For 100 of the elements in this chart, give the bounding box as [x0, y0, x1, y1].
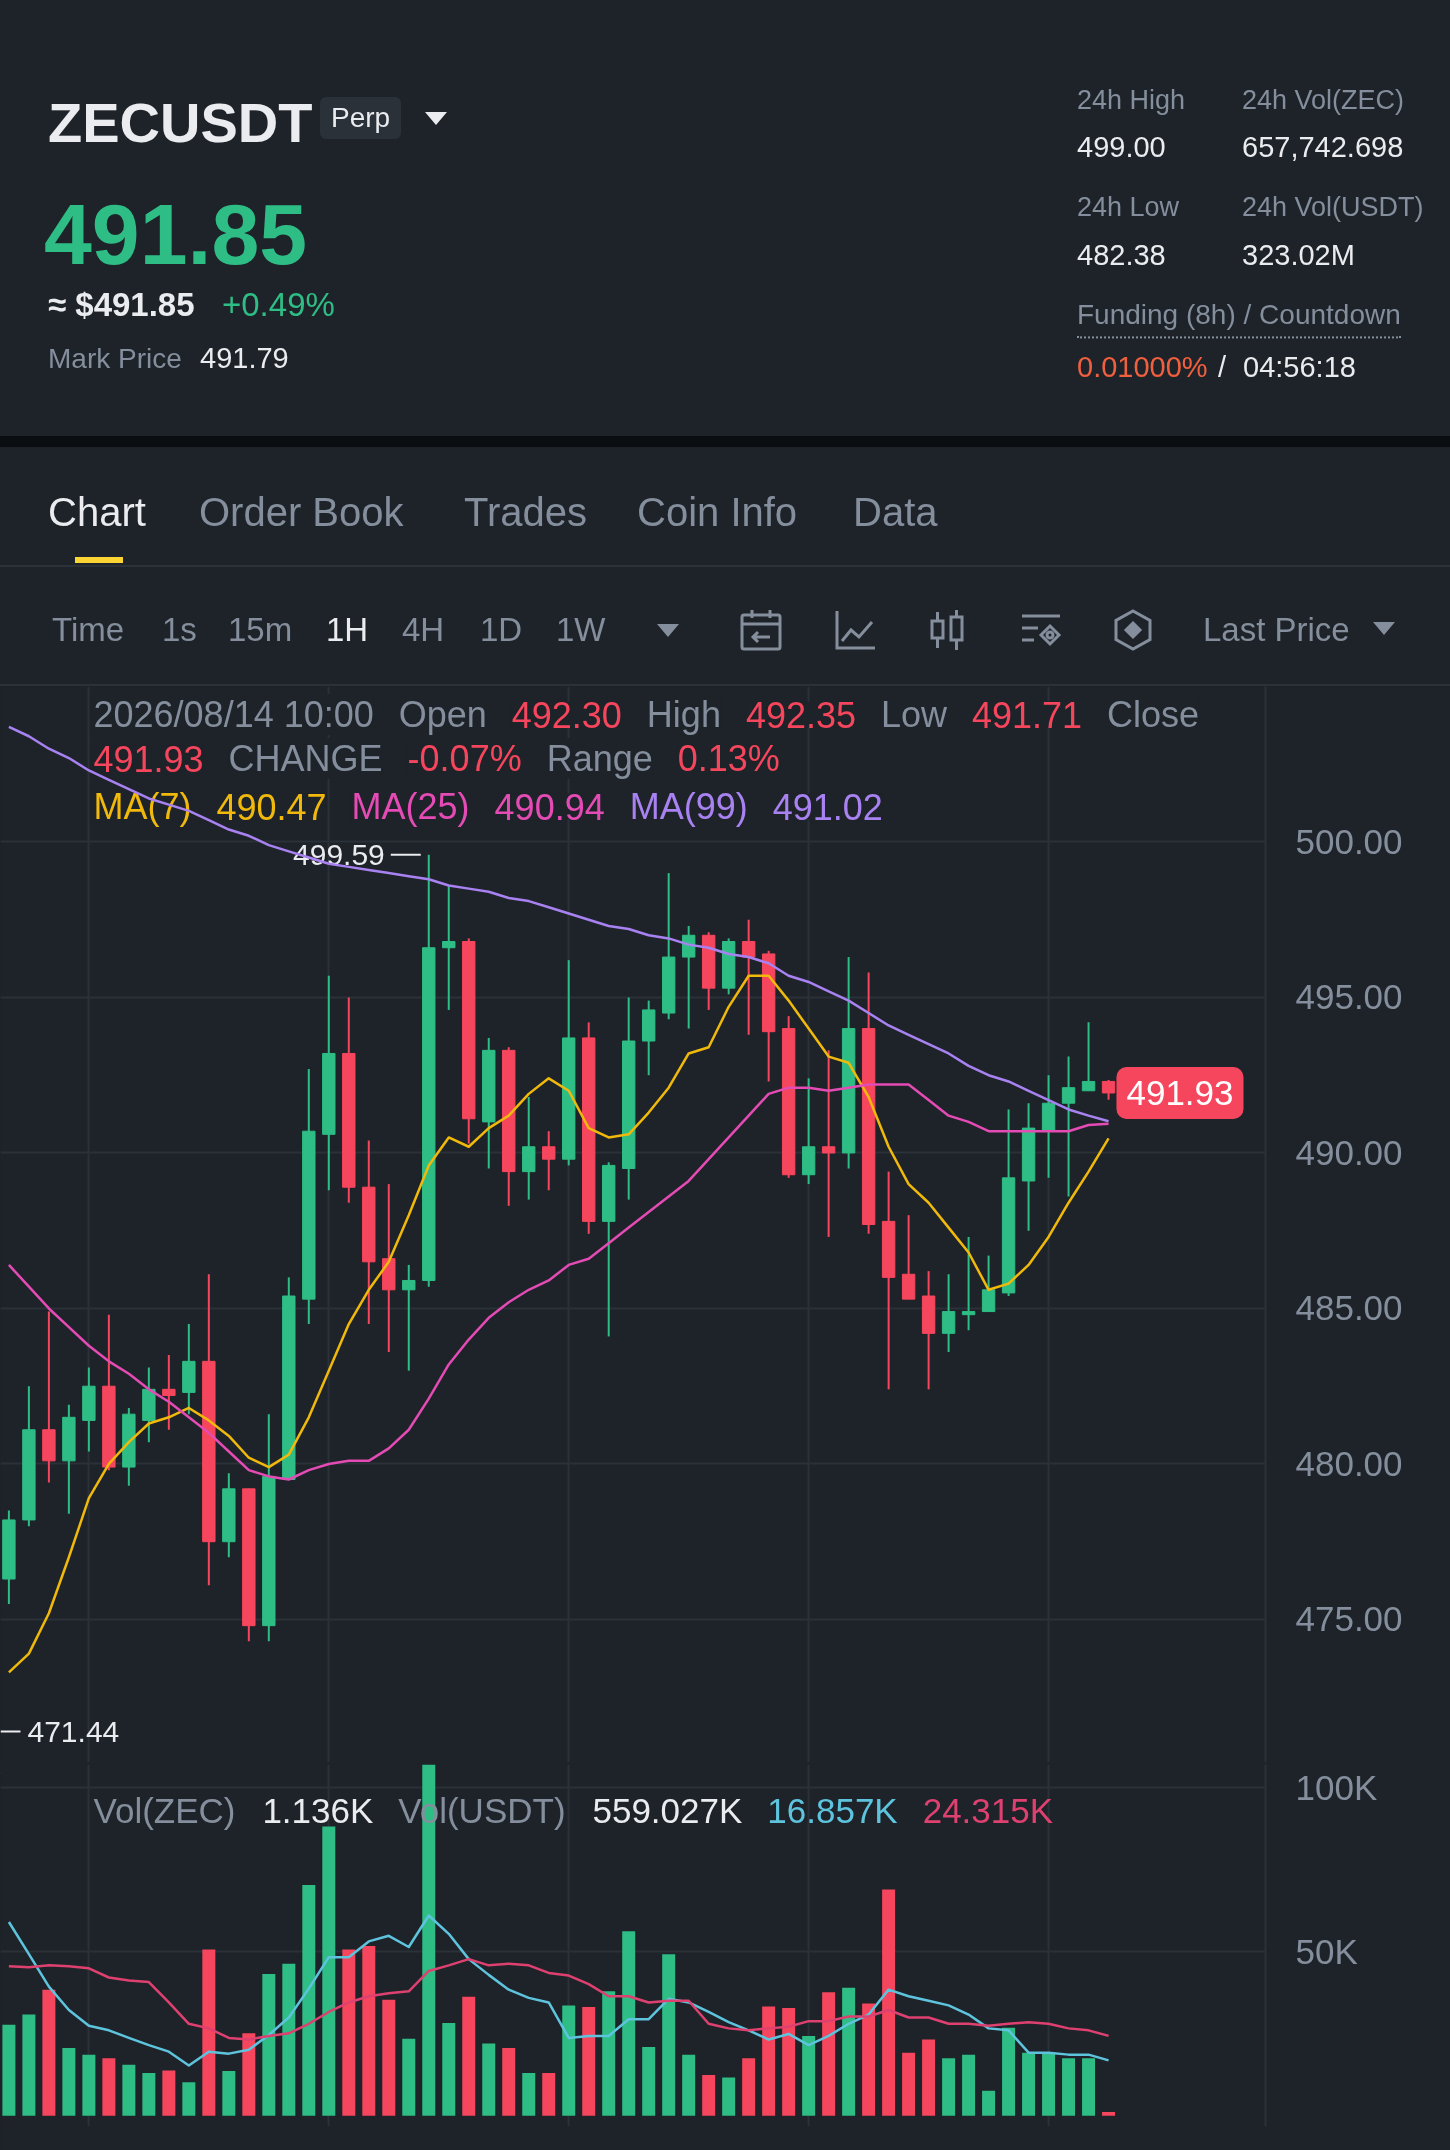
annotation: Open 492.30	[398, 694, 622, 736]
text: 0.01000%	[1077, 351, 1208, 385]
series-label: Vol(ZEC) 1.136K	[93, 1791, 374, 1830]
y-tick-label: 475.00	[1295, 1599, 1403, 1639]
text: 24h Vol(ZEC)	[1242, 85, 1405, 117]
text: MA(7) 490.47	[93, 786, 327, 828]
y-tick-label: 495.00	[1295, 977, 1403, 1017]
bar	[1062, 2058, 1076, 2116]
y-tick-label: 485.00	[1295, 1288, 1403, 1328]
bar	[902, 2052, 916, 2116]
bar	[822, 1992, 836, 2116]
bar	[742, 2058, 756, 2116]
bar	[762, 2006, 776, 2116]
text: 1D	[480, 611, 523, 649]
candlestick	[542, 1130, 556, 1192]
bar	[222, 2071, 236, 2116]
annotation: 491.93	[93, 738, 204, 780]
y-tick-label: 480.00	[1295, 1443, 1403, 1483]
text: 24h Low	[1077, 192, 1180, 224]
bar	[562, 2005, 576, 2116]
line-series	[7, 974, 1110, 1674]
text: Trades	[464, 489, 588, 535]
bar	[382, 1999, 396, 2116]
bar	[882, 1889, 896, 2116]
bar	[1022, 2052, 1036, 2116]
line-series	[7, 1083, 1110, 1481]
text: 24.315K	[922, 1791, 1054, 1830]
bar	[582, 2007, 596, 2116]
text: 1H	[326, 611, 369, 649]
bar	[242, 2033, 256, 2116]
text: Mark Price	[48, 342, 182, 376]
bar	[202, 1949, 216, 2116]
text: 491.79	[200, 342, 289, 376]
bar	[522, 2073, 536, 2116]
bar	[802, 2035, 816, 2116]
bar	[1102, 2111, 1116, 2116]
bar	[1042, 2052, 1056, 2116]
text: Coin Info	[637, 489, 798, 535]
bar	[922, 2039, 936, 2116]
bar	[942, 2058, 956, 2116]
text: Data	[853, 489, 938, 535]
candlestick	[821, 1049, 836, 1238]
bar	[402, 2038, 416, 2116]
bar	[1002, 2027, 1016, 2116]
text: MA(99) 491.02	[629, 786, 883, 828]
candlestick	[981, 1254, 996, 1313]
annotation: 471.44	[27, 1714, 120, 1748]
candlestick	[941, 1273, 956, 1353]
text: Order Book	[199, 489, 404, 535]
bar	[622, 1931, 636, 2116]
bar	[22, 2014, 36, 2116]
candlestick	[741, 918, 756, 1036]
text: 491.85	[44, 184, 308, 284]
candlestick	[961, 1235, 976, 1332]
bar	[482, 2043, 496, 2116]
annotation: 2026/08/14 10:00	[93, 694, 374, 735]
bar	[282, 1963, 296, 2116]
bar	[662, 1954, 676, 2116]
bar	[682, 2054, 696, 2116]
bar	[182, 2082, 196, 2116]
y-tick-label: 500.00	[1295, 821, 1403, 861]
y-tick-label: 50K	[1295, 1932, 1358, 1972]
text: Time	[52, 611, 125, 649]
line-series	[7, 1914, 1110, 2067]
annotation: 499.59	[293, 837, 385, 871]
bar	[442, 2023, 456, 2116]
bar	[2, 2024, 16, 2116]
y-tick-label: 100K	[1295, 1767, 1378, 1807]
bar	[502, 2048, 516, 2116]
text: Last Price	[1203, 611, 1350, 649]
text: ≈ $491.85	[48, 286, 195, 324]
text: 04:56:18	[1243, 351, 1356, 385]
bar	[782, 2008, 796, 2116]
candlestick	[162, 1354, 176, 1431]
text: Chart	[48, 489, 146, 535]
text: 1s	[162, 611, 197, 649]
text: /	[1218, 351, 1227, 385]
bar	[122, 2064, 136, 2116]
text: 1W	[556, 611, 606, 649]
annotation: Low 491.71	[880, 694, 1083, 736]
text: 657,742.698	[1242, 131, 1404, 165]
text: 4H	[402, 611, 445, 649]
bar	[42, 1989, 56, 2116]
bar	[82, 2054, 96, 2116]
bar	[262, 1973, 276, 2116]
annotation: High 492.35	[646, 694, 856, 736]
bar	[982, 2090, 996, 2116]
text: 323.02M	[1242, 239, 1355, 273]
bar	[542, 2073, 556, 2116]
text: Close	[1107, 694, 1200, 735]
annotation: CHANGE -0.07%	[228, 738, 522, 779]
bar	[302, 1884, 316, 2116]
bar	[102, 2058, 116, 2116]
bar	[862, 2003, 876, 2116]
bar	[142, 2073, 156, 2116]
annotation: Range 0.13%	[546, 738, 780, 779]
text: Perp	[320, 96, 402, 140]
bar	[362, 1945, 376, 2116]
line-series	[7, 1957, 1110, 2041]
candlestick	[1061, 1055, 1076, 1198]
